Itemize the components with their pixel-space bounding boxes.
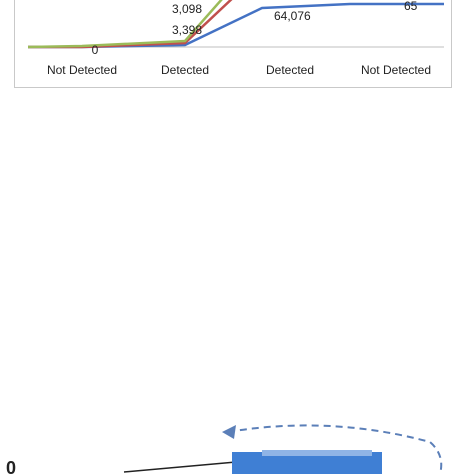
series-line-0 [28, 2, 444, 49]
data-label: 3,398 [172, 23, 202, 37]
series-line-1 [28, 0, 233, 49]
chart-frame [14, 0, 452, 88]
partial-digit: 0 [6, 458, 16, 474]
blue-bar-highlight [262, 450, 372, 456]
data-label: 64,076 [274, 9, 311, 23]
arrow-head-icon [222, 425, 236, 439]
dashed-arc-arrow [227, 424, 443, 474]
data-label: 0 [92, 43, 99, 57]
series-line-2 [27, 0, 223, 49]
x-tick-label: Detected [266, 63, 314, 77]
connector-line [123, 461, 237, 473]
x-tick-label: Not Detected [361, 63, 431, 77]
data-label: 65 [404, 0, 418, 13]
x-tick-label: Detected [161, 63, 209, 77]
partial-figure: 0 [6, 424, 443, 474]
x-tick-label: Not Detected [47, 63, 117, 77]
blue-bar-top [232, 452, 382, 474]
data-label: 3,098 [172, 2, 202, 16]
